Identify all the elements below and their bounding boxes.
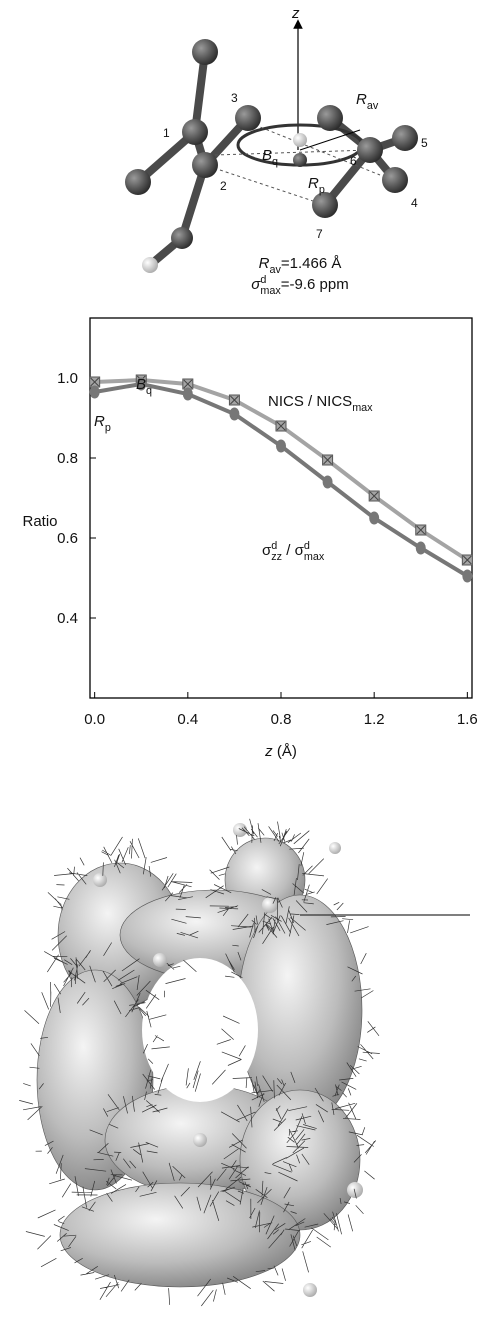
data-marker xyxy=(415,541,426,555)
text-segment: max xyxy=(260,285,281,297)
y-tick-label: 0.6 xyxy=(57,530,78,547)
data-marker xyxy=(182,387,193,401)
text-segment: d xyxy=(260,274,266,286)
data-marker xyxy=(89,385,100,399)
data-marker xyxy=(229,407,240,421)
atom-label: 7 xyxy=(316,227,323,241)
text-segment: d xyxy=(304,540,310,552)
text-segment: σ xyxy=(251,276,261,293)
annotation: Bq xyxy=(136,376,152,397)
text-segment: B xyxy=(136,376,146,393)
current-density-image xyxy=(19,818,470,1307)
series-line xyxy=(94,381,469,578)
x-axis-label: z (Å) xyxy=(264,743,297,760)
caption: Rav=1.466 Å xyxy=(259,255,342,276)
text-segment: d xyxy=(271,540,277,552)
x-tick-label: 0.8 xyxy=(271,711,292,728)
text-segment: av xyxy=(367,100,379,112)
text-segment: B xyxy=(262,147,272,164)
text-segment: NICS / NICS xyxy=(268,393,352,410)
atom-label: 2 xyxy=(220,179,227,193)
data-marker xyxy=(322,475,333,489)
text-segment: R xyxy=(308,175,319,192)
molecule-drawing xyxy=(125,19,418,273)
marker-cross xyxy=(416,525,426,535)
vector-hairs xyxy=(19,818,380,1307)
atom-label: 5 xyxy=(421,136,428,150)
data-marker xyxy=(369,511,380,525)
data-marker xyxy=(462,569,473,583)
text-segment: (Å) xyxy=(273,743,297,760)
marker-cross xyxy=(183,379,193,389)
text-segment: z xyxy=(264,743,273,760)
data-marker xyxy=(136,377,147,391)
marker-cross xyxy=(369,491,379,501)
series-label: NICS / NICSmax xyxy=(268,393,373,414)
atom-label: 3 xyxy=(231,91,238,105)
text-segment: R xyxy=(94,413,105,430)
text-segment: zz xyxy=(271,551,282,563)
y-tick-label: 0.8 xyxy=(57,450,78,467)
text-segment: =-9.6 ppm xyxy=(281,276,349,293)
y-tick-label: 1.0 xyxy=(57,370,78,387)
text-segment: q xyxy=(146,385,152,397)
axis-label: z xyxy=(291,5,300,22)
text-segment: max xyxy=(352,402,373,414)
text-segment: / xyxy=(282,542,295,559)
y-axis-label: Ratio xyxy=(22,513,57,530)
marker-cross xyxy=(323,455,332,465)
text-segment: σ xyxy=(262,542,272,559)
structure-label: Rav xyxy=(356,91,379,112)
marker-cross xyxy=(90,377,100,387)
text-segment: q xyxy=(272,156,278,168)
structure-label: Rp xyxy=(308,175,325,196)
text-segment: σ xyxy=(295,542,305,559)
text-segment: R xyxy=(356,91,367,108)
annotation: Rp xyxy=(94,413,111,434)
text-segment: p xyxy=(319,184,325,196)
x-tick-label: 0.4 xyxy=(177,711,198,728)
x-tick-label: 1.6 xyxy=(457,711,478,728)
structure-label: Bq xyxy=(262,147,278,168)
y-tick-label: 0.4 xyxy=(57,610,78,627)
marker-cross xyxy=(462,555,472,565)
text-segment: =1.466 Å xyxy=(281,255,341,272)
text-segment: av xyxy=(269,264,281,276)
caption: σd max=-9.6 ppm xyxy=(251,274,348,297)
atom-label: 4 xyxy=(411,196,418,210)
x-tick-label: 0.0 xyxy=(84,711,105,728)
marker-cross xyxy=(230,395,239,405)
text-segment: max xyxy=(304,551,325,563)
text-segment: R xyxy=(259,255,270,272)
marker-cross xyxy=(276,421,286,431)
text-segment: p xyxy=(105,422,111,434)
plot-frame xyxy=(89,317,473,699)
series-label: σd zz / σd max xyxy=(262,540,325,563)
data-marker xyxy=(276,439,286,453)
atom-label: 6 xyxy=(350,154,357,168)
text-segment: Ratio xyxy=(22,513,57,530)
atom-label: 1 xyxy=(163,126,170,140)
x-tick-label: 1.2 xyxy=(364,711,385,728)
text-segment: z xyxy=(291,5,300,22)
